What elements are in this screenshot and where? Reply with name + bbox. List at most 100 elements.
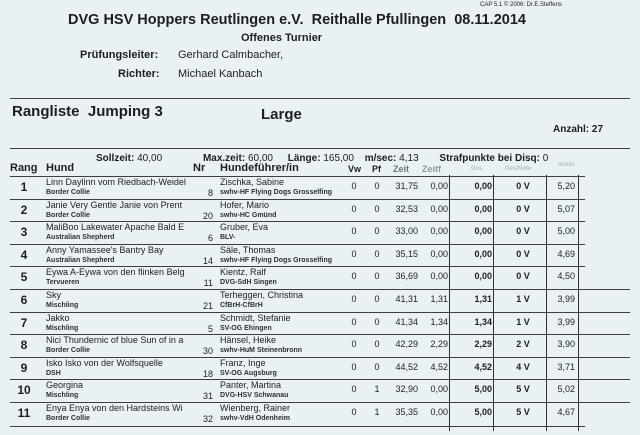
row-divider <box>10 266 585 268</box>
time: 44,52 <box>395 361 418 372</box>
total-faults: 5,00 <box>474 384 492 395</box>
handler-name: Säle, Thomas <box>220 244 276 255</box>
start-number: 32 <box>202 414 213 424</box>
dog-name: MaliBoo Lakewater Apache Bald E <box>46 222 185 233</box>
handler-name: Gruber, Eva <box>220 222 269 233</box>
sollzeit-label: Sollzeit: <box>96 153 135 164</box>
col-ges: Ges <box>471 166 483 172</box>
refusals: 0 <box>351 339 357 350</box>
total-faults: 4,52 <box>474 361 492 372</box>
breed: Australian Shepherd <box>46 256 115 264</box>
time-faults: 0,00 <box>430 203 448 214</box>
refusals: 0 <box>351 407 357 417</box>
breed: DSH <box>46 369 61 377</box>
club: SV-OG Augsburg <box>220 369 277 377</box>
time: 36,69 <box>395 271 418 282</box>
maxzeit-value: 60,00 <box>247 153 273 164</box>
start-number: 20 <box>202 210 213 221</box>
rating: 2 V <box>516 339 530 350</box>
row-divider <box>10 243 585 245</box>
time: 41,31 <box>395 294 418 304</box>
col-zeitf: Zeitf <box>422 164 441 174</box>
column-divider <box>546 175 547 431</box>
rank: 11 <box>17 406 31 420</box>
handler-name: Zischka, Sabine <box>220 177 285 187</box>
rating: 5 V <box>516 384 530 395</box>
time-faults: 0,00 <box>430 248 448 259</box>
col-rang: Rang <box>10 162 38 174</box>
faults: 0 <box>374 226 380 237</box>
software-note: CAP 5.1 © 2006: Dr.E.Steffens <box>480 2 562 8</box>
speed: 4,67 <box>557 407 575 417</box>
time-faults: 1,34 <box>430 316 448 327</box>
speed: 5,07 <box>557 203 575 214</box>
rating: 4 V <box>516 361 530 372</box>
club: swhv-HF Flying Dogs Grosselfing <box>220 256 333 264</box>
time-faults: 0,00 <box>430 271 448 282</box>
table-row: 4 Anny Yamassee's Bantry Bay Australian Sh… <box>8 245 583 267</box>
document-title: DVG HSV Hoppers Reutlingen e.V. Reithall… <box>68 12 526 28</box>
table-row: 11 Enya Enya von den Hardsteins Wi Border … <box>8 403 583 425</box>
row-divider <box>10 176 585 177</box>
start-number: 30 <box>202 346 213 357</box>
start-number: 31 <box>202 391 213 402</box>
row-divider <box>10 198 585 200</box>
col-nr: Nr <box>193 162 206 174</box>
msec-label: m/sec: <box>364 153 397 164</box>
row-divider <box>10 289 630 290</box>
row-divider <box>10 425 585 427</box>
rating: 0 V <box>516 203 530 214</box>
rank: 2 <box>20 202 28 217</box>
total-faults: 5,00 <box>474 407 492 417</box>
refusals: 0 <box>351 271 357 282</box>
club: swhv-HF Flying Dogs Grosselfing <box>220 189 333 196</box>
club: BLV- <box>220 234 236 242</box>
refusals: 0 <box>351 361 357 372</box>
start-number: 11 <box>203 278 213 289</box>
total-faults: 2,29 <box>474 339 492 350</box>
handler-name: Hofer, Mario <box>220 199 270 210</box>
time: 32,90 <box>395 384 418 395</box>
table-row: 3 MaliBoo Lakewater Apache Bald E Australi… <box>8 222 583 244</box>
refusals: 0 <box>351 384 357 395</box>
class-title: Rangliste Jumping 3 <box>12 103 163 120</box>
time: 41,34 <box>395 316 418 327</box>
handler-name: Terheggen, Christina <box>220 290 304 300</box>
club: swhv-HuM Steinenbronn <box>220 347 303 355</box>
club: swhv-HC Gmünd <box>220 211 277 219</box>
row-divider <box>10 334 630 336</box>
column-divider <box>493 175 494 431</box>
time: 42,29 <box>395 339 418 350</box>
rank: 6 <box>20 293 28 307</box>
start-number: 14 <box>202 255 213 266</box>
breed: Border Collie <box>46 211 90 219</box>
disq-value: 0 <box>542 153 549 164</box>
rank: 7 <box>20 315 28 330</box>
dog-name: Jakko <box>46 312 70 323</box>
dog-name: Georgina <box>46 380 84 391</box>
refusals: 0 <box>351 181 357 191</box>
column-divider <box>578 175 579 431</box>
time: 35,35 <box>395 407 418 417</box>
total-faults: 1,34 <box>474 316 492 327</box>
faults: 0 <box>374 294 380 304</box>
total-faults: 0,00 <box>474 226 492 237</box>
speed: 3,90 <box>557 339 575 350</box>
rank: 1 <box>20 180 28 194</box>
rank: 3 <box>20 225 28 240</box>
faults: 0 <box>374 339 380 350</box>
rank: 9 <box>20 360 28 375</box>
speed: 5,00 <box>557 226 575 237</box>
dog-name: Janie Very Gentle Janie von Prent <box>46 199 183 210</box>
faults: 0 <box>374 271 380 282</box>
divider <box>10 148 630 149</box>
rating: 0 V <box>516 271 530 282</box>
club: SV-OG Ehingen <box>220 324 272 332</box>
col-msec: m/sec <box>558 162 576 168</box>
faults: 1 <box>374 384 380 395</box>
speed: 3,99 <box>557 316 575 327</box>
time-faults: 0,00 <box>430 384 448 395</box>
course-params: Sollzeit: 40,00 Max.zeit: 60,00 Länge: 1… <box>96 153 548 164</box>
faults: 0 <box>374 181 380 191</box>
dog-name: Isko Isko von der Wolfsquelle <box>46 357 163 368</box>
